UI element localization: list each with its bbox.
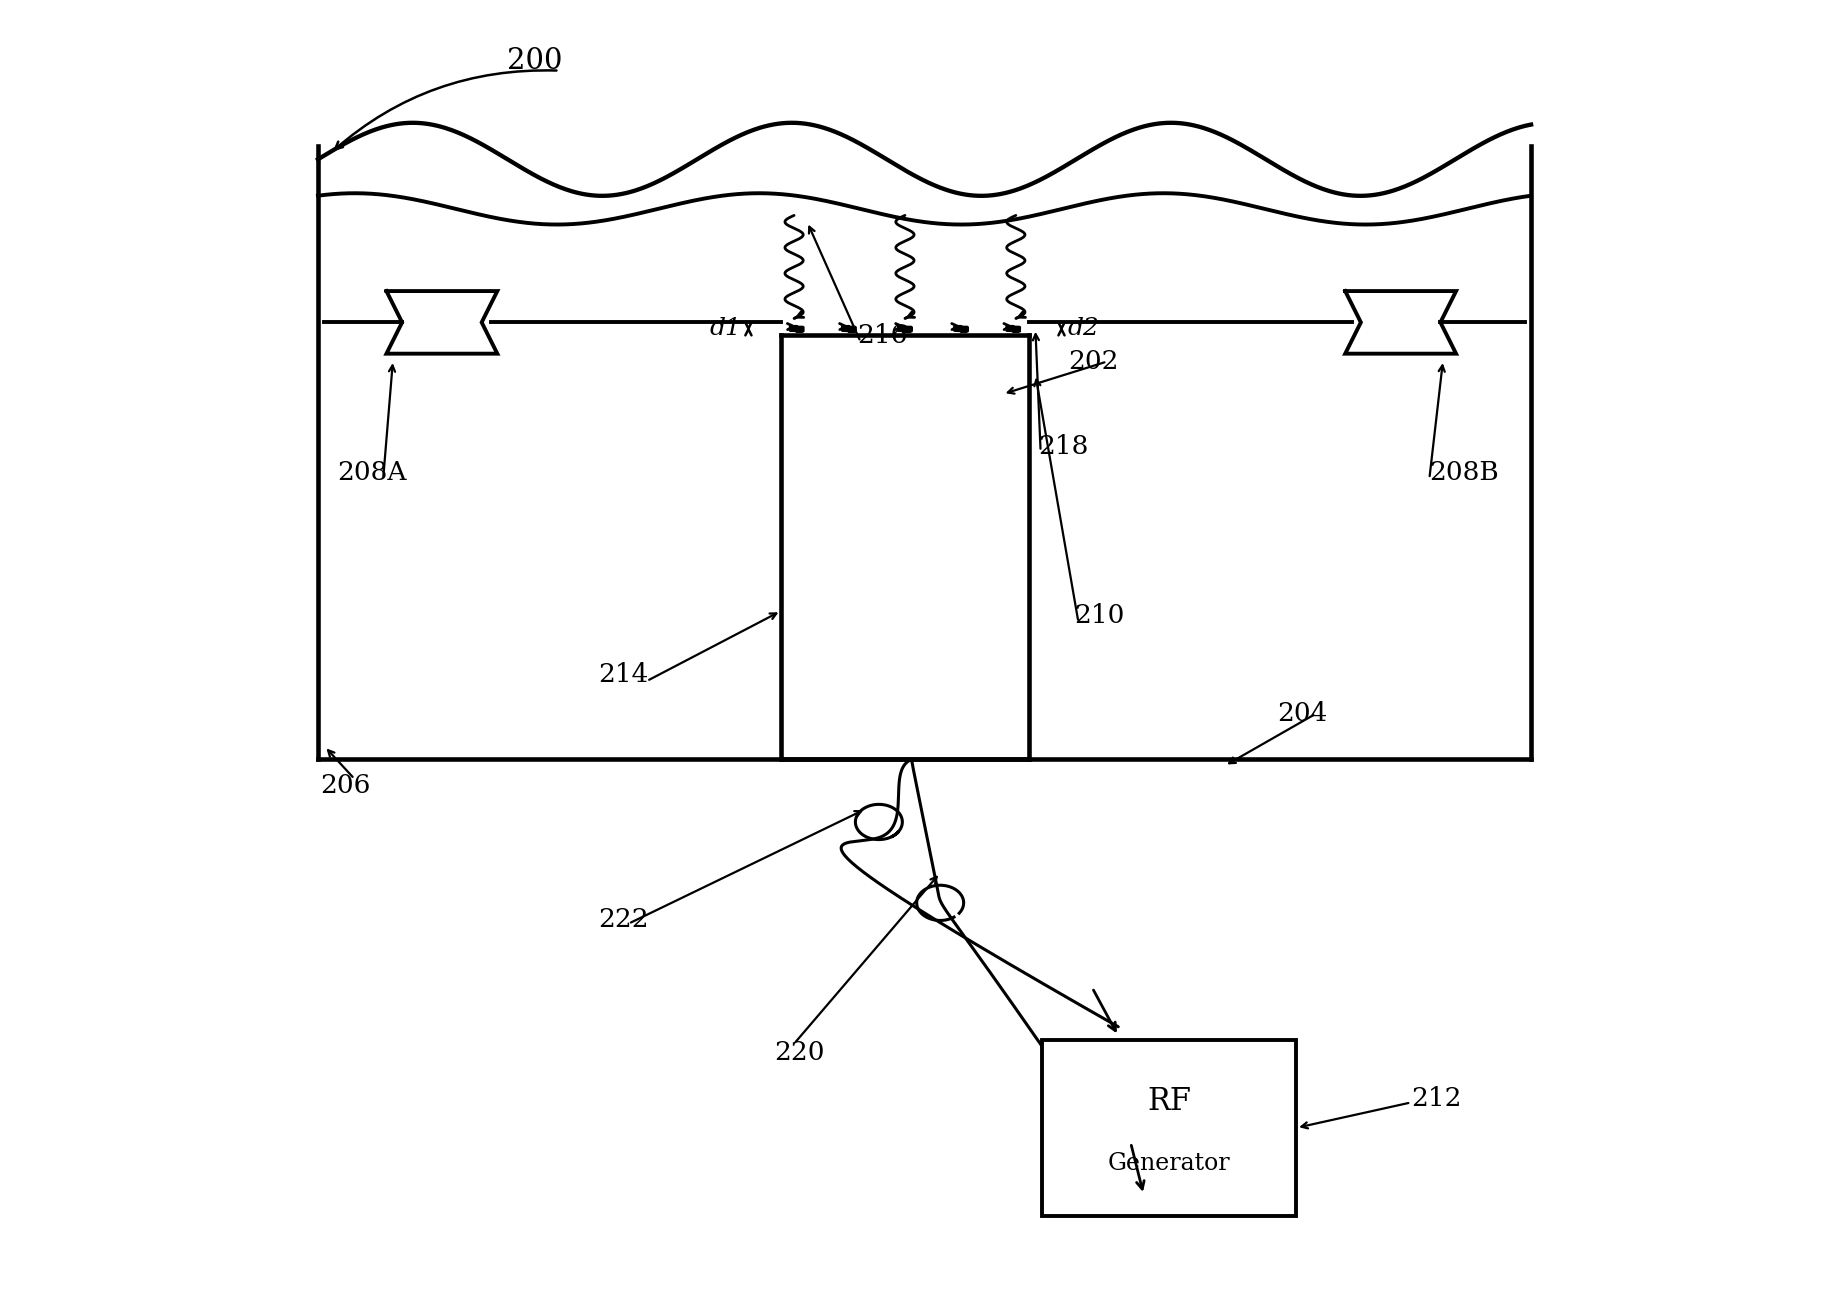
Text: d1: d1 [709, 317, 742, 341]
Text: RF: RF [1148, 1086, 1192, 1117]
Text: 210: 210 [1074, 604, 1125, 629]
Text: 206: 206 [321, 773, 371, 798]
Text: 220: 220 [775, 1040, 824, 1065]
Text: 216: 216 [857, 322, 907, 348]
Text: Generator: Generator [1107, 1151, 1230, 1175]
Text: 204: 204 [1276, 701, 1327, 726]
Text: 200: 200 [507, 47, 562, 76]
Text: 202: 202 [1069, 348, 1118, 373]
Text: 208A: 208A [338, 460, 408, 485]
Bar [1041, 1040, 1296, 1216]
Text: 214: 214 [599, 662, 648, 686]
Text: 222: 222 [599, 908, 650, 933]
Text: d2: d2 [1069, 317, 1100, 341]
Text: 218: 218 [1037, 434, 1089, 458]
Text: 208B: 208B [1430, 460, 1498, 485]
Text: 212: 212 [1412, 1086, 1461, 1111]
